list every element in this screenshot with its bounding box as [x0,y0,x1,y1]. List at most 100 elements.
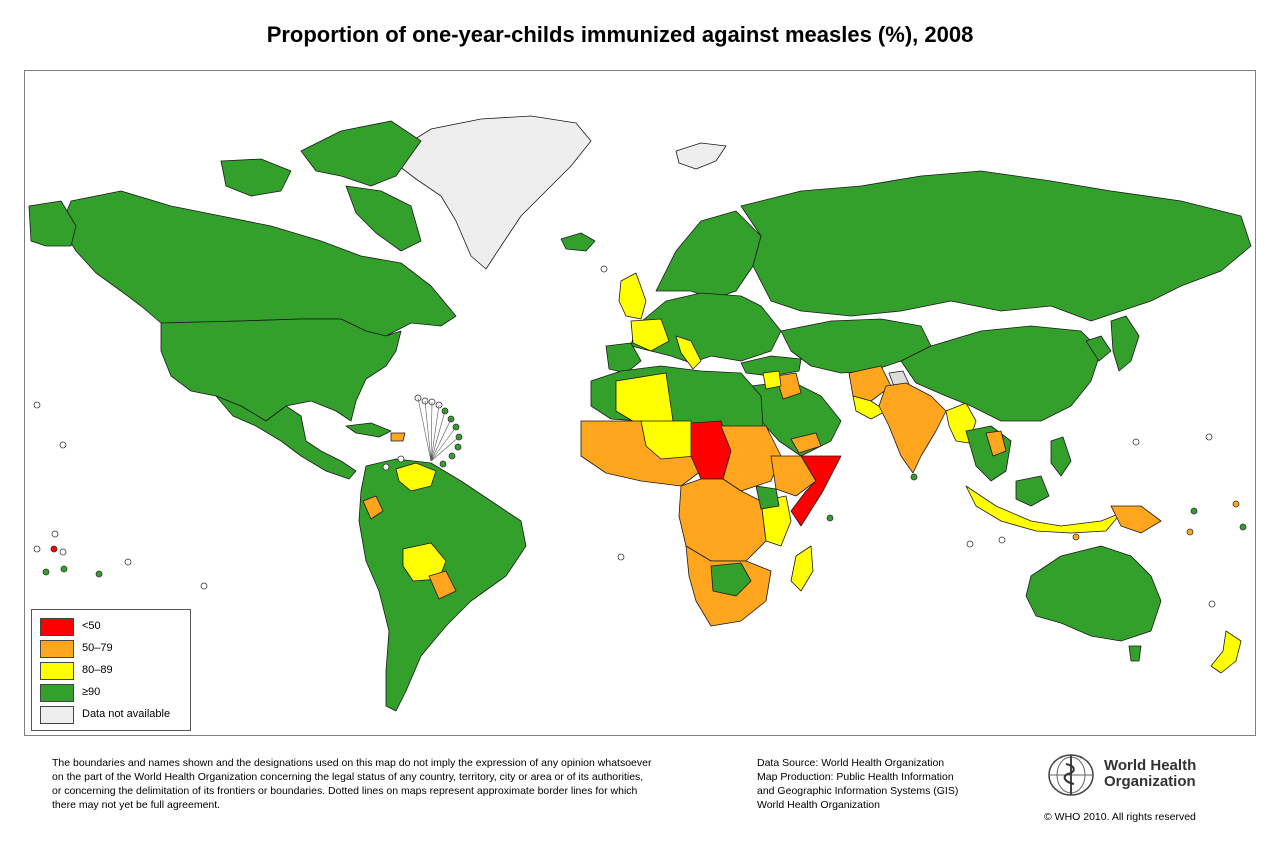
who-logo: World Health Organization [1046,752,1216,798]
region-scandinavia [655,210,762,300]
island-marker [1186,528,1194,536]
legend-swatch [40,706,74,724]
region-syria [762,370,782,390]
island-marker [200,582,208,590]
island-marker [51,530,59,538]
region-alaska [28,200,77,247]
island-marker [59,548,67,556]
island-marker [1205,433,1213,441]
island-marker [42,568,50,576]
region-iberia [605,342,642,374]
who-name-line1: World Health [1104,757,1197,774]
legend-swatch [40,618,74,636]
region-afghanistan [852,395,887,420]
region-somalia [790,455,842,527]
island-marker [454,443,462,451]
disclaimer-line: The boundaries and names shown and the d… [52,757,652,769]
island-marker [1208,600,1216,608]
region-pakistan [848,365,892,402]
island-marker [397,455,405,463]
island-marker [617,553,625,561]
legend-label: Data not available [82,708,171,720]
region-europe-main [630,292,782,364]
island-marker [826,514,834,522]
data-source: Data Source: World Health Organization M… [757,756,958,812]
region-tasmania [1128,645,1142,662]
copyright: © WHO 2010. All rights reserved [1044,811,1196,823]
region-china [900,325,1102,422]
island-marker [33,401,41,409]
region-madagascar [790,545,814,592]
region-korea-japan [1085,335,1112,362]
caribbean-leader-lines [417,397,460,462]
legend-label: <50 [82,620,101,632]
region-east-africa [760,495,792,547]
island-marker [50,545,58,553]
source-line: Map Production: Public Health Informatio… [757,771,954,783]
source-line: World Health Organization [757,799,880,811]
legend-swatch [40,640,74,658]
legend-swatch [40,684,74,702]
legend-swatch [40,662,74,680]
region-india [878,382,947,474]
region-philippines [1050,436,1072,477]
region-iraq [775,372,802,400]
region-cuba [345,422,392,438]
who-name-line2: Organization [1104,773,1196,790]
world-map: <50 50–79 80–89 ≥90 Data not available [24,70,1256,736]
who-name: World Health Organization [1104,758,1196,790]
region-laos-cambodia [985,430,1007,457]
region-usa [160,318,402,422]
region-baffin [345,185,422,252]
region-iceland [560,232,596,252]
disclaimer-line: or concerning the delimitation of its fr… [52,785,638,797]
region-indonesia [965,485,1122,534]
island-marker [966,540,974,548]
region-venezuela [395,462,437,492]
map-title: Proportion of one-year-childs immunized … [266,22,974,47]
island-marker [124,558,132,566]
island-marker [1072,533,1080,541]
region-yemen [790,432,822,454]
region-arctic-islands [300,120,422,187]
region-zambia-zimbabwe [710,562,752,597]
island-marker [59,441,67,449]
region-uganda [755,485,780,510]
region-uk [618,272,647,320]
island-marker [1190,507,1198,515]
island-marker [910,473,918,481]
region-ecuador [362,495,384,520]
island-marker [600,265,608,273]
region-mexico [215,395,357,480]
island-marker [1239,523,1247,531]
island-marker [60,565,68,573]
disclaimer-line: there may not yet be full agreement. [52,799,221,811]
region-borneo [1015,475,1050,507]
region-canada [60,190,457,337]
region-svalbard [675,142,727,170]
region-ethiopia [770,455,817,497]
region-australia [1025,545,1162,642]
legend-label: 80–89 [82,664,113,676]
region-paraguay [428,570,457,600]
island-marker [33,545,41,553]
source-line: Data Source: World Health Organization [757,757,945,769]
disclaimer-line: on the part of the World Health Organiza… [52,771,644,783]
who-emblem-icon [1048,754,1094,796]
region-arctic-archipelago [220,158,292,197]
island-marker [448,452,456,460]
region-new-zealand [1210,630,1242,674]
map-legend: <50 50–79 80–89 ≥90 Data not available [31,609,191,731]
legend-label: 50–79 [82,642,113,654]
legend-label: ≥90 [82,686,101,698]
region-central-africa [678,478,767,562]
region-haiti [390,432,406,442]
island-marker [1132,438,1140,446]
island-marker [439,460,447,468]
region-niger-mali [640,420,697,460]
region-italy [675,335,702,370]
region-turkey [740,355,802,377]
island-marker [1232,500,1240,508]
island-marker [998,536,1006,544]
region-greenland [395,115,592,270]
